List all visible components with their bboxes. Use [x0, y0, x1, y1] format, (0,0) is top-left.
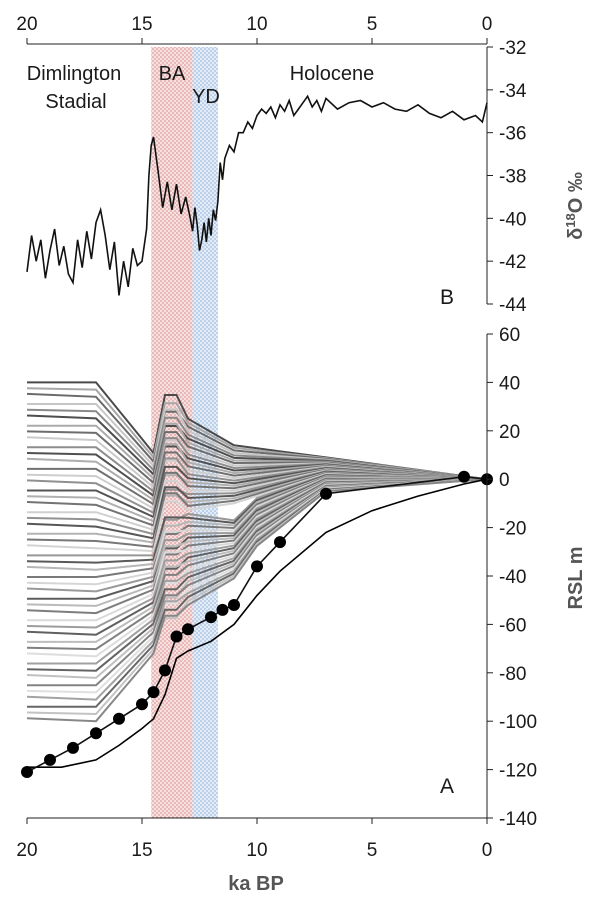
data-point [159, 664, 171, 677]
top-x-tick-label: 15 [131, 14, 152, 35]
label-stadial: Stadial [45, 91, 106, 113]
data-point [251, 560, 263, 573]
d18o-series [26, 94, 488, 296]
panel-label-b: B [440, 286, 454, 309]
data-point [216, 603, 229, 616]
d18o-rest: O ‰ [565, 172, 587, 213]
y-axis-title-rsl: RSL m [565, 547, 587, 610]
a-y-tick-label: 20 [499, 422, 520, 443]
d18o-line [26, 94, 488, 296]
data-point [274, 536, 286, 549]
top-x-tick-label: 20 [16, 14, 37, 35]
data-point [228, 599, 240, 612]
bottom-x-tick-label: 15 [131, 840, 152, 861]
bottom-x-tick-label: 20 [16, 840, 37, 861]
bottom-x-tick-label: 10 [246, 840, 267, 861]
data-point [182, 623, 194, 636]
a-y-tick-label: 0 [499, 470, 510, 491]
data-point [147, 686, 160, 699]
bottom-x-tick-label: 0 [482, 840, 493, 861]
a-y-tick-label: 40 [499, 373, 520, 394]
b-y-tick-label: -32 [499, 38, 526, 59]
rsl-data-points [21, 470, 493, 779]
data-point [113, 712, 125, 725]
b-y-tick-label: -38 [499, 167, 526, 188]
label-dimlington: Dimlington [27, 63, 121, 85]
d18o-delta: δ [565, 228, 587, 240]
panel-label-a: A [440, 775, 454, 798]
data-point [136, 698, 148, 711]
lower-bound-line [27, 478, 488, 768]
b-y-tick-label: -42 [499, 252, 526, 273]
top-x-tick-label: 10 [246, 14, 267, 35]
data-point [205, 611, 217, 624]
a-y-tick-label: -100 [499, 712, 537, 733]
a-y-tick-label: 60 [499, 325, 520, 346]
a-y-tick-label: -40 [499, 567, 526, 588]
label-holocene: Holocene [290, 63, 375, 85]
b-y-tick-label: -44 [499, 295, 527, 316]
bottom-x-tick-label: 5 [367, 840, 378, 861]
a-y-tick-label: -140 [499, 809, 537, 830]
x-axis-title: ka BP [228, 873, 284, 895]
d18o-sup: 18 [563, 213, 578, 227]
a-y-tick-label: -60 [499, 615, 526, 636]
data-point [90, 727, 102, 740]
data-point [170, 630, 183, 643]
top-x-tick-label: 0 [482, 14, 493, 35]
axes: 20 20 15 15 10 10 5 5 0 0 -32 -34 -36 -38 -40 -42 -44 60 4… [16, 14, 537, 861]
data-point [21, 766, 33, 779]
data-point [458, 470, 470, 483]
label-yd: YD [192, 86, 220, 108]
y-axis-title-d18o: δ18O ‰ [563, 172, 588, 240]
data-point [67, 741, 79, 754]
rsl-ensemble-lines [26, 381, 488, 723]
b-y-tick-label: -36 [499, 124, 526, 145]
a-y-tick-label: -80 [499, 664, 526, 685]
b-y-tick-label: -40 [499, 209, 526, 230]
rsl-lower-bound [27, 478, 488, 768]
data-point [320, 487, 332, 500]
data-point [44, 753, 56, 766]
ensemble-line [26, 478, 488, 723]
label-ba: BA [159, 63, 186, 85]
a-y-tick-label: -120 [499, 761, 537, 782]
b-y-tick-label: -34 [499, 81, 527, 102]
a-y-tick-label: -20 [499, 519, 526, 540]
top-x-tick-label: 5 [367, 14, 378, 35]
